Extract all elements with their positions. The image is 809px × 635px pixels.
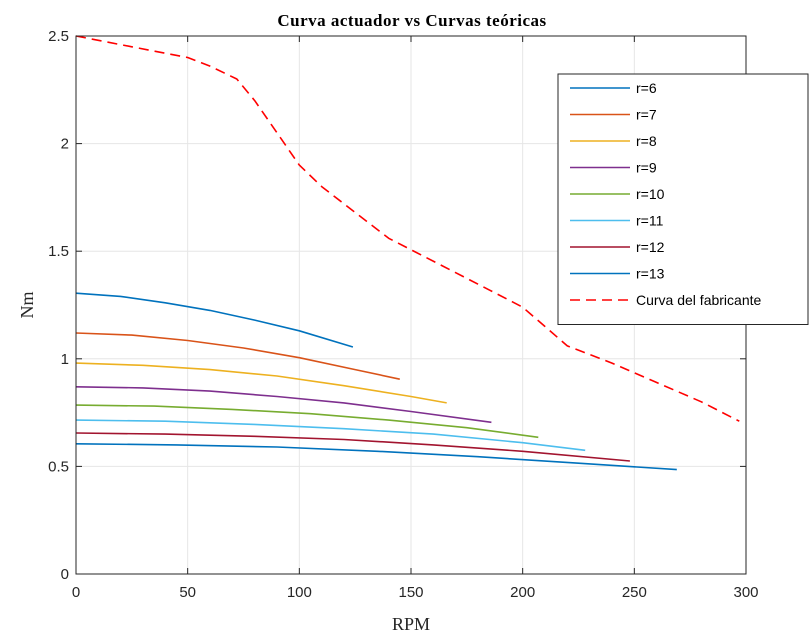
series-lines (75, 35, 740, 471)
legend-box (557, 73, 809, 325)
legend-label: r=7 (636, 107, 657, 123)
y-tick-label: 1 (61, 351, 69, 368)
x-tick-label: 50 (179, 584, 196, 601)
series-line-2 (75, 332, 400, 380)
legend-label: r=9 (636, 160, 657, 176)
x-tick-label: 100 (287, 584, 312, 601)
series-line-4 (75, 386, 492, 424)
x-tick-label: 0 (72, 584, 80, 601)
y-tick-label: 0 (61, 566, 69, 583)
series-line-9 (75, 35, 740, 422)
x-tick-label: 200 (510, 584, 535, 601)
series-line-3 (75, 362, 447, 404)
y-tick-label: 1.5 (48, 243, 69, 260)
x-tick-label: 150 (398, 584, 423, 601)
axes: 0 50 100 150 200 250 300 0 0.5 1 1.5 2 2.5 (48, 28, 758, 601)
chart-title: Curva actuador vs Curvas teóricas (277, 11, 546, 30)
legend-label: r=8 (636, 133, 657, 149)
legend-label: r=6 (636, 80, 657, 96)
legend-label: Curva del fabricante (636, 292, 762, 308)
y-axis-title: Nm (17, 292, 37, 319)
series-line-8 (75, 443, 677, 471)
series-line-7 (75, 432, 630, 462)
legend-label: r=13 (636, 266, 665, 282)
y-tick-label: 0.5 (48, 458, 69, 475)
legend: r=6 r=7 r=8 r=9 r=10 r=11 r=12 r=13 Curva del fa… (557, 73, 809, 325)
series-line-5 (75, 404, 539, 439)
series-line-1 (75, 292, 354, 348)
y-tick-label: 2.5 (48, 28, 69, 45)
series-line-6 (75, 419, 586, 452)
x-axis-title: RPM (392, 614, 430, 634)
legend-label: r=10 (636, 186, 665, 202)
legend-label: r=11 (636, 213, 664, 229)
x-tick-label: 300 (733, 584, 758, 601)
legend-label: r=12 (636, 239, 665, 255)
x-tick-label: 250 (622, 584, 647, 601)
y-tick-label: 2 (61, 136, 69, 153)
